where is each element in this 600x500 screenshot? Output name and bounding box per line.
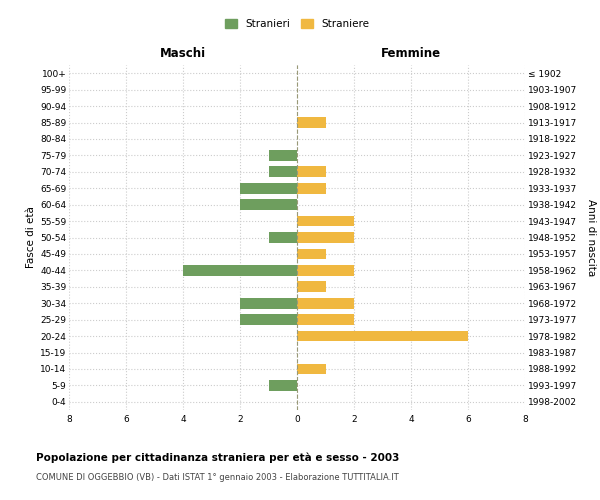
Bar bbox=[269, 166, 297, 177]
Bar bbox=[240, 183, 297, 194]
Bar bbox=[297, 265, 354, 276]
Bar bbox=[297, 216, 354, 226]
Bar bbox=[269, 380, 297, 390]
Y-axis label: Anni di nascita: Anni di nascita bbox=[586, 199, 596, 276]
Bar bbox=[240, 314, 297, 325]
Y-axis label: Fasce di età: Fasce di età bbox=[26, 206, 36, 268]
Bar bbox=[297, 183, 325, 194]
Bar bbox=[297, 166, 325, 177]
Legend: Stranieri, Straniere: Stranieri, Straniere bbox=[220, 15, 374, 34]
Text: Popolazione per cittadinanza straniera per età e sesso - 2003: Popolazione per cittadinanza straniera p… bbox=[36, 452, 400, 463]
Bar bbox=[297, 282, 325, 292]
Bar bbox=[297, 364, 325, 374]
Bar bbox=[269, 150, 297, 160]
Bar bbox=[269, 232, 297, 243]
Bar bbox=[297, 117, 325, 128]
Bar bbox=[240, 298, 297, 308]
Text: Femmine: Femmine bbox=[381, 47, 441, 60]
Bar bbox=[297, 232, 354, 243]
Bar bbox=[297, 248, 325, 260]
Bar bbox=[240, 200, 297, 210]
Bar bbox=[297, 330, 468, 342]
Text: COMUNE DI OGGEBBIO (VB) - Dati ISTAT 1° gennaio 2003 - Elaborazione TUTTITALIA.I: COMUNE DI OGGEBBIO (VB) - Dati ISTAT 1° … bbox=[36, 472, 399, 482]
Bar bbox=[297, 298, 354, 308]
Bar bbox=[297, 314, 354, 325]
Text: Maschi: Maschi bbox=[160, 47, 206, 60]
Bar bbox=[183, 265, 297, 276]
